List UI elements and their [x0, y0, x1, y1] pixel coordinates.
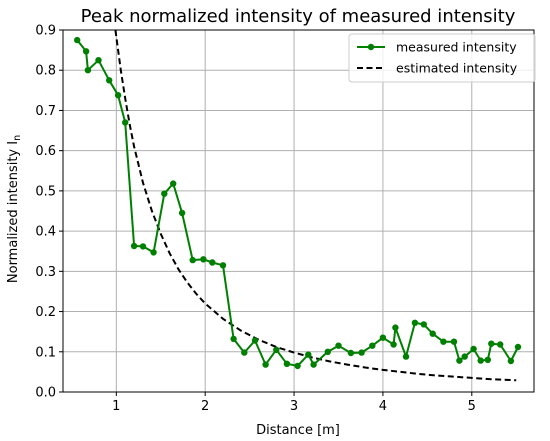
measured-intensity-point: [170, 180, 177, 187]
measured-intensity-point: [429, 330, 436, 337]
measured-intensity-point: [358, 349, 365, 356]
measured-intensity-point: [95, 57, 102, 64]
measured-intensity-point: [139, 243, 147, 250]
axis-ticks: 1 2 3 4 5 0.0 0.1 0.2 0.3 0.4 0.5 0.6 0.7 0.8 0.9: [35, 24, 476, 415]
measured-intensity-point: [310, 361, 317, 368]
measured-intensity-point: [283, 360, 291, 367]
y-axis-label: Normalized intensity In: [6, 135, 23, 283]
measured-intensity-point: [230, 335, 237, 343]
plot-frame: [62, 29, 535, 393]
measured-intensity-point: [273, 346, 280, 353]
measured-intensity-point: [488, 340, 495, 347]
y-tick-label: 0.6: [35, 144, 56, 159]
y-axis-label-subscript: n: [12, 135, 23, 141]
measured-intensity-point: [507, 357, 515, 365]
measured-intensity-point: [402, 353, 410, 360]
measured-intensity-point: [484, 356, 491, 363]
measured-intensity-point: [379, 334, 387, 341]
measured-intensity-point: [251, 337, 259, 344]
y-tick-label: 0.7: [35, 104, 56, 119]
measured-intensity-point: [369, 342, 376, 349]
measured-intensity-point: [114, 92, 122, 99]
measured-intensity-point: [461, 353, 468, 360]
x-axis-label: Distance [m]: [256, 423, 340, 438]
measured-intensity-point: [82, 48, 90, 55]
measured-intensity-point: [74, 36, 81, 44]
measured-intensity-point: [241, 349, 248, 356]
measured-intensity-point: [189, 256, 196, 264]
measured-intensity-point: [200, 256, 207, 263]
measured-intensity-point: [209, 259, 216, 266]
x-tick-label: 1: [112, 399, 120, 414]
measured-intensity-point: [347, 349, 355, 357]
y-axis-label-main: Normalized intensity I: [6, 141, 21, 283]
legend-measured-marker: [367, 43, 375, 51]
y-tick-label: 0.5: [35, 184, 56, 199]
measured-intensity-point: [262, 361, 269, 368]
y-tick-label: 0.2: [35, 305, 56, 320]
measured-intensity-point: [440, 338, 447, 345]
measured-intensity-point: [219, 262, 227, 269]
measured-intensity-point: [106, 77, 113, 84]
measured-intensity-point: [294, 362, 301, 370]
measured-intensity-point: [130, 242, 138, 250]
measured-intensity-point: [470, 345, 477, 353]
measured-intensity-point: [497, 341, 504, 348]
measured-intensity-point: [392, 324, 399, 331]
chart-title: Peak normalized intensity of measured in…: [81, 6, 516, 27]
measured-intensity-point: [161, 190, 168, 197]
measured-intensity-point: [305, 351, 312, 358]
measured-intensity-point: [150, 249, 157, 256]
legend-estimated-label: estimated intensity: [396, 61, 518, 76]
x-tick-label: 2: [201, 399, 209, 414]
measured-intensity-point: [456, 357, 463, 364]
legend: measured intensity estimated intensity: [348, 33, 536, 83]
measured-intensity-point: [514, 343, 522, 351]
y-tick-label: 0.1: [35, 345, 56, 360]
x-tick-label: 3: [290, 399, 298, 414]
y-tick-label: 0.3: [35, 265, 56, 280]
measured-intensity-point: [420, 321, 427, 328]
measured-intensity-point: [122, 119, 129, 126]
measured-intensity-point: [477, 357, 484, 364]
y-tick-label: 0.0: [35, 386, 56, 401]
legend-measured-label: measured intensity: [396, 40, 517, 55]
measured-intensity-point: [324, 348, 331, 355]
measured-intensity-point: [450, 338, 458, 345]
y-tick-label: 0.9: [35, 24, 56, 39]
y-tick-label: 0.4: [35, 225, 56, 240]
measured-intensity-point: [178, 209, 186, 217]
x-tick-label: 4: [379, 399, 387, 414]
measured-intensity-point: [84, 67, 92, 74]
estimated-intensity-line: [114, 30, 517, 382]
measured-intensity-point: [390, 341, 397, 348]
measured-intensity-point: [411, 319, 419, 326]
y-tick-label: 0.8: [35, 64, 56, 79]
x-tick-label: 5: [468, 399, 476, 414]
plot-area: [74, 30, 522, 382]
legend-box: [348, 33, 536, 83]
measured-intensity-point: [335, 342, 342, 349]
